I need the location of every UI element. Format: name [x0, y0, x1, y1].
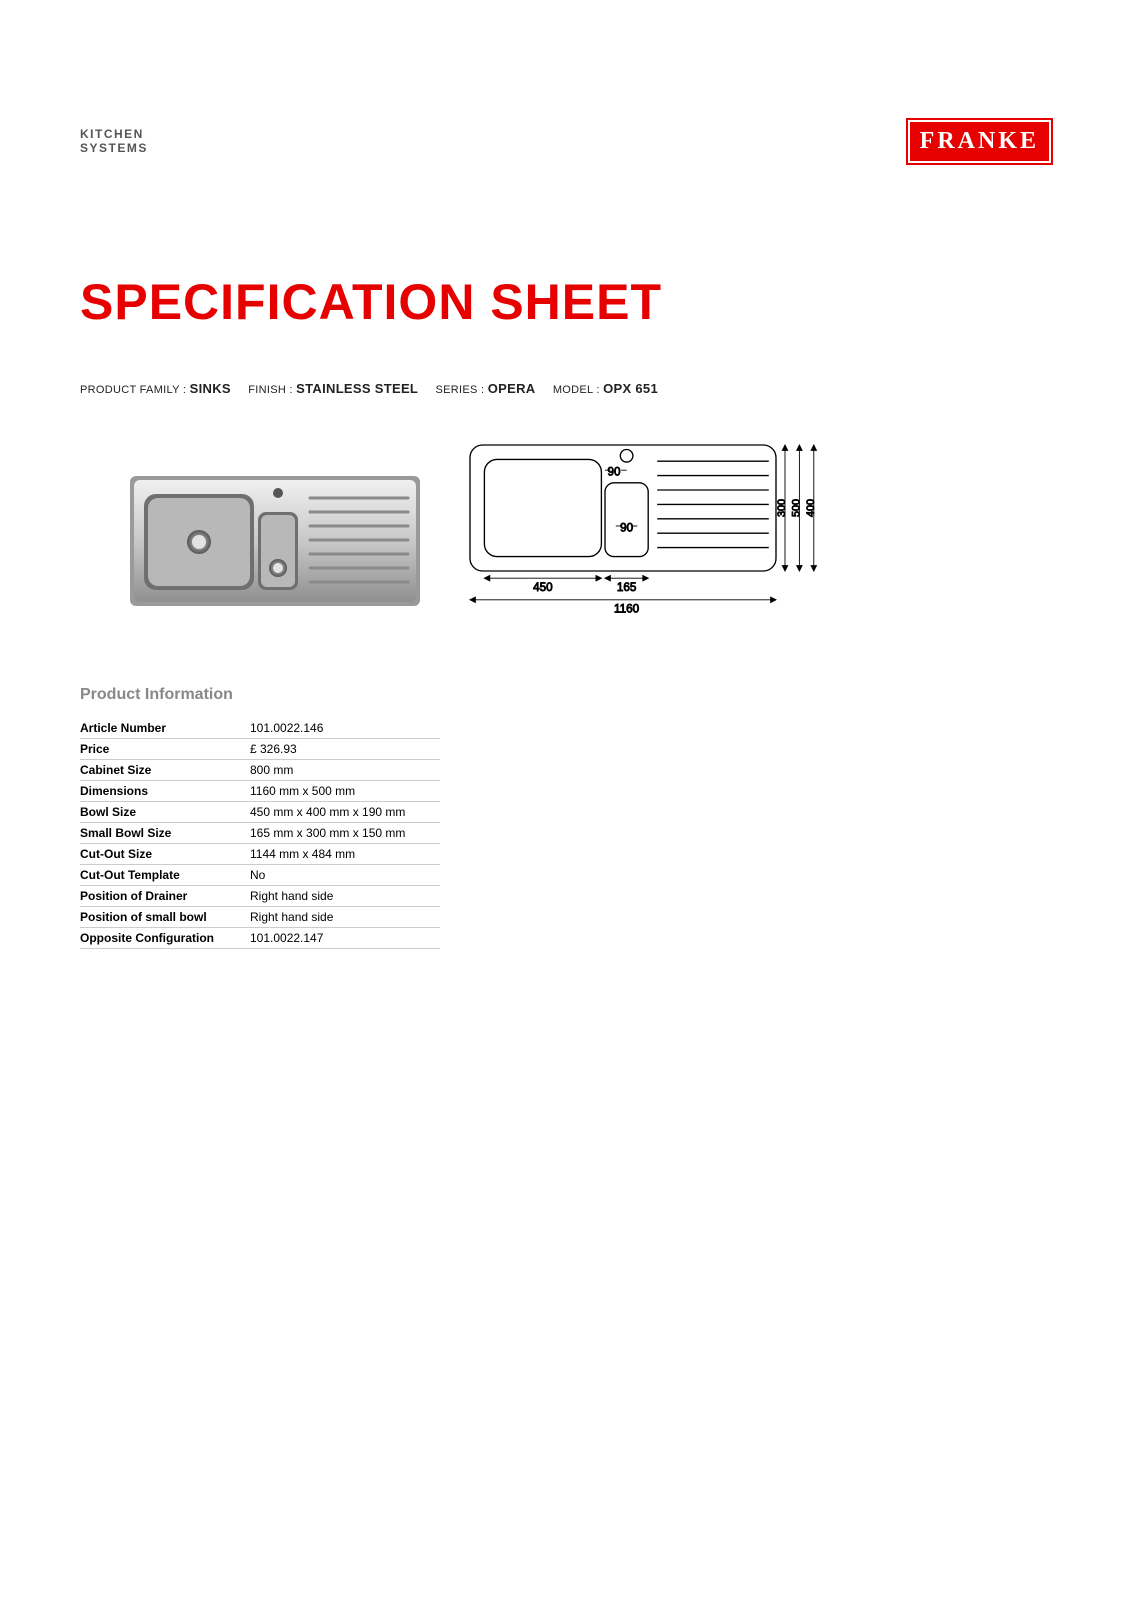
info-key: Price [80, 739, 250, 760]
info-row: Dimensions1160 mm x 500 mm [80, 781, 440, 802]
technical-diagram: 450 165 1160 90 90 [460, 436, 840, 616]
meta-model-value: OPX 651 [603, 381, 658, 396]
info-value: 165 mm x 300 mm x 150 mm [250, 823, 440, 844]
info-value: Right hand side [250, 907, 440, 928]
info-key: Article Number [80, 718, 250, 739]
info-key: Position of Drainer [80, 886, 250, 907]
section-title: Product Information [80, 686, 1051, 704]
dim-right-500: 500 [790, 499, 802, 517]
info-value: 101.0022.147 [250, 928, 440, 949]
info-row: Small Bowl Size165 mm x 300 mm x 150 mm [80, 823, 440, 844]
images-row: 450 165 1160 90 90 [80, 436, 1051, 616]
product-photo [130, 476, 420, 606]
page-title: SPECIFICATION SHEET [80, 273, 1051, 331]
info-value: 450 mm x 400 mm x 190 mm [250, 802, 440, 823]
dim-main-bowl-w: 450 [533, 581, 553, 594]
info-value: 101.0022.146 [250, 718, 440, 739]
brand-sub-line1: KITCHEN [80, 128, 148, 142]
meta-finish-value: STAINLESS STEEL [296, 381, 418, 396]
info-key: Bowl Size [80, 802, 250, 823]
info-row: Article Number101.0022.146 [80, 718, 440, 739]
dim-tap-90: 90 [607, 466, 621, 479]
info-row: Cabinet Size800 mm [80, 760, 440, 781]
info-value: No [250, 865, 440, 886]
info-key: Dimensions [80, 781, 250, 802]
info-value: 800 mm [250, 760, 440, 781]
meta-family-value: SINKS [190, 381, 231, 396]
header: KITCHEN SYSTEMS FRANKE [80, 120, 1051, 163]
info-row: Position of DrainerRight hand side [80, 886, 440, 907]
info-key: Opposite Configuration [80, 928, 250, 949]
info-value: 1144 mm x 484 mm [250, 844, 440, 865]
info-key: Position of small bowl [80, 907, 250, 928]
brand-subtitle: KITCHEN SYSTEMS [80, 128, 148, 156]
info-row: Opposite Configuration101.0022.147 [80, 928, 440, 949]
product-meta: PRODUCT FAMILY : SINKS FINISH : STAINLES… [80, 381, 1051, 396]
dim-small-bowl-w: 165 [617, 581, 637, 594]
info-value: £ 326.93 [250, 739, 440, 760]
meta-family-label: PRODUCT FAMILY : [80, 384, 186, 396]
info-row: Cut-Out Size1144 mm x 484 mm [80, 844, 440, 865]
info-row: Bowl Size450 mm x 400 mm x 190 mm [80, 802, 440, 823]
meta-series-label: SERIES : [436, 384, 485, 396]
info-table: Article Number101.0022.146Price£ 326.93C… [80, 718, 440, 949]
dim-right-400: 400 [805, 499, 817, 517]
info-key: Cut-Out Size [80, 844, 250, 865]
info-row: Position of small bowlRight hand side [80, 907, 440, 928]
meta-model-label: MODEL : [553, 384, 600, 396]
franke-logo: FRANKE [908, 120, 1051, 163]
info-key: Cut-Out Template [80, 865, 250, 886]
info-row: Cut-Out TemplateNo [80, 865, 440, 886]
dim-right-300: 300 [776, 499, 788, 517]
info-value: Right hand side [250, 886, 440, 907]
info-key: Cabinet Size [80, 760, 250, 781]
dim-outer-w: 1160 [614, 602, 640, 615]
info-value: 1160 mm x 500 mm [250, 781, 440, 802]
info-row: Price£ 326.93 [80, 739, 440, 760]
dim-small-90: 90 [620, 521, 634, 534]
info-key: Small Bowl Size [80, 823, 250, 844]
meta-finish-label: FINISH : [248, 384, 293, 396]
meta-series-value: OPERA [488, 381, 536, 396]
brand-sub-line2: SYSTEMS [80, 142, 148, 156]
